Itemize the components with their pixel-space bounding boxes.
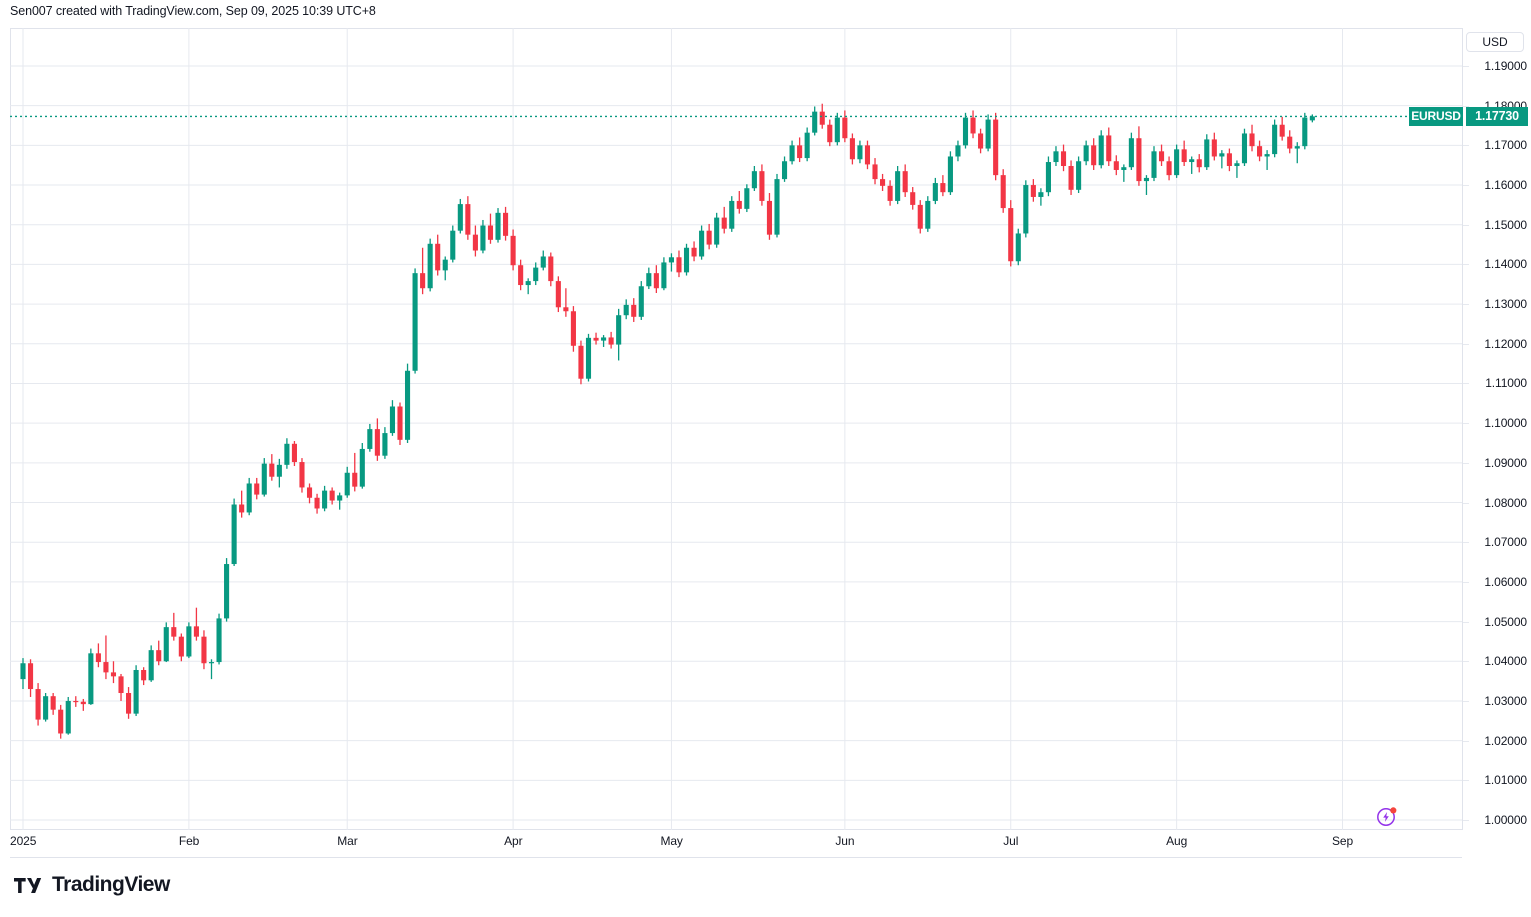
last-price-badge: 1.17730 [1466, 106, 1528, 126]
price-axis-tick: 1.12000 [1484, 336, 1527, 351]
price-axis-tick-mark [1463, 542, 1469, 544]
price-axis-tick: 1.14000 [1484, 257, 1527, 272]
price-axis-tick: 1.10000 [1484, 416, 1527, 431]
price-axis-tick: 1.07000 [1484, 535, 1527, 550]
price-axis-tick-mark [1463, 304, 1469, 306]
price-axis-tick: 1.09000 [1484, 455, 1527, 470]
plot-svg [10, 28, 1462, 830]
time-axis-tick: Feb [178, 834, 200, 848]
attribution-text: Sen007 created with TradingView.com, Sep… [10, 4, 376, 18]
time-axis-tick: Jul [1003, 834, 1019, 848]
price-scale[interactable]: 1.19000 1.18000 1.17000 1.16000 1.15000 1.140… [1462, 28, 1531, 830]
time-scale[interactable]: 2025 Feb Mar Apr May Jun Jul Aug Sep [10, 830, 1462, 858]
price-axis-tick: 1.05000 [1484, 614, 1527, 629]
price-axis-tick-mark [1463, 780, 1469, 782]
time-axis-tick: Mar [337, 834, 358, 848]
price-axis-tick: 1.19000 [1484, 59, 1527, 73]
candle-series [20, 103, 1315, 739]
price-axis-tick-mark [1463, 383, 1469, 385]
time-axis-tick: Sep [1332, 834, 1354, 848]
time-axis-tick: Jun [835, 834, 855, 848]
tradingview-logo: TradingView [14, 873, 170, 897]
price-axis-tick-mark [1463, 66, 1469, 67]
vertical-gridlines [22, 28, 1343, 830]
price-axis-tick: 1.08000 [1484, 495, 1527, 510]
price-axis-tick: 1.02000 [1484, 733, 1527, 748]
horizontal-gridlines [10, 65, 1462, 821]
price-axis-tick-mark [1463, 700, 1469, 702]
chart-frame [10, 28, 1462, 830]
price-axis-tick-mark [1463, 740, 1469, 742]
price-axis-tick: 1.15000 [1484, 217, 1527, 232]
symbol-price-badge: EURUSD [1409, 106, 1463, 126]
price-axis-tick: 1.17000 [1484, 138, 1527, 153]
price-axis-tick-mark [1463, 502, 1469, 504]
currency-selector[interactable]: USD [1466, 32, 1524, 52]
tradingview-mark-icon [14, 877, 42, 893]
price-axis-tick-mark [1463, 820, 1469, 821]
price-axis-tick: 1.00000 [1484, 813, 1527, 827]
price-axis-tick-mark [1463, 343, 1469, 345]
time-axis-tick: 2025 [10, 834, 37, 848]
price-axis-tick: 1.16000 [1484, 178, 1527, 193]
price-axis-tick: 1.13000 [1484, 297, 1527, 312]
price-axis-tick-mark [1463, 145, 1469, 147]
price-axis-tick: 1.03000 [1484, 693, 1527, 708]
price-axis-tick-mark [1463, 423, 1469, 425]
candlestick-plot-area[interactable] [10, 28, 1462, 830]
time-axis-tick: Apr [504, 834, 523, 848]
price-axis-tick: 1.04000 [1484, 654, 1527, 669]
price-axis-tick-mark [1463, 264, 1469, 266]
tradingview-wordmark: TradingView [52, 873, 170, 896]
lightning-alert-icon[interactable] [1376, 805, 1398, 827]
time-axis-tick: Aug [1166, 834, 1188, 848]
price-axis-tick-mark [1463, 185, 1469, 187]
price-axis-tick-mark [1463, 581, 1469, 583]
price-axis-tick: 1.06000 [1484, 574, 1527, 589]
price-axis-tick: 1.11000 [1485, 376, 1527, 391]
price-axis-tick-mark [1463, 224, 1469, 226]
price-axis-tick-mark [1463, 105, 1469, 107]
price-axis-tick-mark [1463, 462, 1469, 464]
price-axis-tick-mark [1463, 621, 1469, 623]
price-axis-tick-mark [1463, 661, 1469, 663]
price-axis-tick: 1.01000 [1484, 773, 1527, 788]
time-axis-tick: May [660, 834, 683, 848]
